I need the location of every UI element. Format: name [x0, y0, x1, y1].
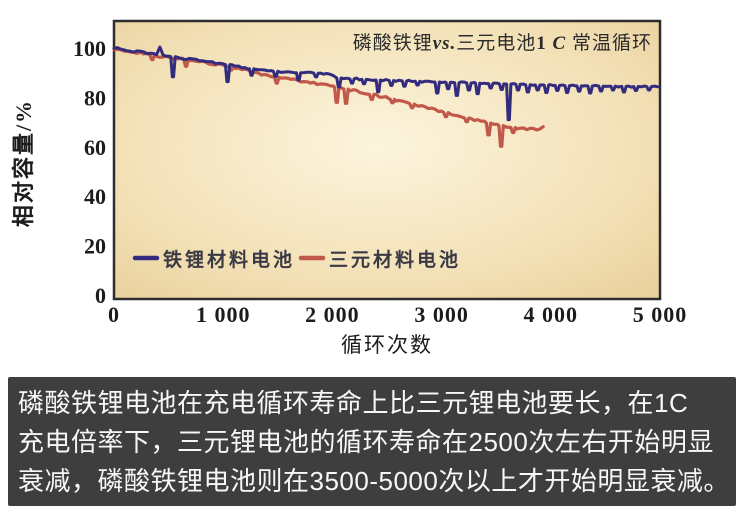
- legend-label-ncm: 三元材料电池: [329, 248, 461, 271]
- legend: 铁锂材料电池 三元材料电池: [132, 248, 461, 271]
- y-tick-label-80: 80: [84, 85, 106, 110]
- caption-panel: 磷酸铁锂电池在充电循环寿命上比三元锂电池要长，在1C 充电倍率下，三元锂电池的循…: [8, 377, 736, 506]
- caption-line-3: 衰减，磷酸铁锂电池则在3500-5000次以上才开始明显衰减。: [18, 466, 730, 496]
- y-tick-label-0: 0: [95, 283, 106, 308]
- x-tick-label-1000: 1 000: [196, 302, 251, 327]
- x-tick-label-4000: 4 000: [524, 302, 579, 327]
- legend-label-lfp: 铁锂材料电池: [163, 248, 295, 271]
- cycle-life-chart: 100 80 60 40 20 00 1 000 2 000 3 000 4 000 5 000 循环…: [11, 19, 688, 357]
- x-tick-label-0: 0: [108, 302, 120, 327]
- caption-line-1: 磷酸铁锂电池在充电循环寿命上比三元锂电池要长，在1C: [18, 388, 689, 418]
- x-axis-title: 循环次数: [341, 333, 433, 357]
- series-line-lfp: [112, 45, 660, 122]
- x-tick-label-3000: 3 000: [414, 302, 469, 327]
- y-tick-label-40: 40: [84, 184, 106, 209]
- y-tick-label-60: 60: [84, 135, 106, 160]
- y-tick-label-100: 100: [73, 36, 106, 61]
- chart-title: 磷酸铁锂vs.三元电池1 C 常温循环: [353, 32, 652, 54]
- y-tick-label-20: 20: [84, 234, 106, 259]
- x-tick-label-2000: 2 000: [305, 302, 360, 327]
- y-axis-title: 相对容量/%: [11, 99, 36, 227]
- legend-item-ncm: 三元材料电池: [298, 248, 461, 271]
- x-tick-label-5000: 5 000: [633, 302, 688, 327]
- plot-area: [112, 19, 662, 301]
- caption-line-2: 充电倍率下，三元锂电池的循环寿命在2500次左右开始明显: [18, 427, 714, 457]
- legend-item-lfp: 铁锂材料电池: [132, 248, 295, 271]
